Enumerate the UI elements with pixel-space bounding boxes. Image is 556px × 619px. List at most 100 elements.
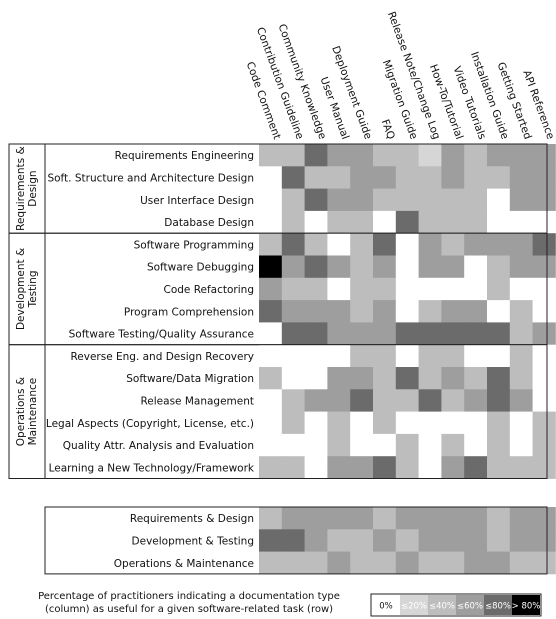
heatmap-cell (441, 507, 465, 530)
heatmap-cell (418, 233, 442, 256)
heatmap-cell (350, 389, 374, 412)
heatmap-cell (304, 255, 328, 279)
heatmap-cell (350, 322, 374, 346)
heatmap-cell (441, 300, 465, 323)
heatmap-cell (304, 322, 328, 346)
heatmap-cell (418, 277, 442, 301)
heatmap-cell (281, 529, 305, 552)
heatmap-cell (532, 322, 556, 346)
heatmap-cell (373, 433, 397, 457)
heatmap-cell (395, 529, 419, 552)
heatmap-cell (464, 507, 488, 530)
heatmap-cell (418, 210, 442, 234)
heatmap-cell (281, 344, 305, 368)
heatmap-cell (464, 322, 488, 346)
heatmap-cell (487, 551, 511, 575)
row-label: Software Testing/Quality Assurance (69, 329, 254, 341)
group-label: Requirements &Design (15, 146, 39, 231)
heatmap-cell (464, 210, 488, 234)
heatmap-cell (350, 456, 374, 479)
heatmap-cell (464, 551, 488, 575)
row-label: Reverse Eng. and Design Recovery (70, 351, 254, 363)
heatmap-cell (259, 188, 283, 212)
row-label: Software Debugging (147, 262, 254, 274)
heatmap-cell (418, 322, 442, 346)
heatmap-cell (350, 551, 374, 575)
heatmap-cell (532, 456, 556, 479)
heatmap-cell (350, 367, 374, 390)
heatmap-cell (532, 233, 556, 256)
heatmap-cell (304, 188, 328, 212)
heatmap-cell (327, 144, 351, 167)
row-label: Development & Testing (132, 535, 254, 547)
heatmap-cell (259, 529, 283, 552)
heatmap-cell (304, 233, 328, 256)
caption-line-1: Percentage of practitioners indicating a… (38, 591, 340, 602)
heatmap-cell (281, 433, 305, 457)
heatmap-cell (350, 529, 374, 552)
heatmap-cell (487, 166, 511, 189)
heatmap-cell (281, 456, 305, 479)
row-label: Requirements & Design (130, 513, 254, 525)
heatmap-cell (532, 210, 556, 234)
heatmap-cell (509, 456, 533, 479)
heatmap-cell (304, 507, 328, 530)
heatmap-cell (304, 344, 328, 368)
heatmap-cell (464, 344, 488, 368)
heatmap-cell (509, 144, 533, 167)
row-label: Program Comprehension (124, 306, 254, 318)
heatmap-cell (259, 456, 283, 479)
heatmap-cell (464, 255, 488, 279)
heatmap-cell (350, 277, 374, 301)
heatmap-cell (373, 210, 397, 234)
row-label: Software/Data Migration (126, 373, 254, 385)
row-label: Software Programming (134, 239, 254, 251)
heatmap-cell (327, 433, 351, 457)
heatmap-cell (395, 367, 419, 390)
heatmap-cell (464, 411, 488, 435)
legend-swatch (484, 595, 512, 615)
heatmap-cell (509, 277, 533, 301)
heatmap-cell (327, 188, 351, 212)
heatmap-cell (395, 507, 419, 530)
legend-label: 0% (379, 602, 393, 612)
heatmap-cell (395, 188, 419, 212)
heatmap-cell (509, 188, 533, 212)
heatmap-cell (532, 507, 556, 530)
row-label: User Interface Design (140, 195, 254, 207)
heatmap-cell (373, 367, 397, 390)
legend-swatch (372, 595, 400, 615)
heatmap-cell (259, 210, 283, 234)
heatmap-cell (373, 188, 397, 212)
heatmap-cell (441, 344, 465, 368)
heatmap-cell (509, 300, 533, 323)
heatmap-cell (418, 389, 442, 412)
heatmap-cell (350, 344, 374, 368)
heatmap-cell (464, 300, 488, 323)
heatmap-cell (509, 322, 533, 346)
heatmap-cell (281, 411, 305, 435)
legend-label: ≤20% (401, 602, 427, 612)
heatmap-cell (395, 433, 419, 457)
heatmap-cell (532, 255, 556, 279)
row-label: Requirements Engineering (115, 150, 254, 162)
heatmap-cell (487, 411, 511, 435)
heatmap-cell (441, 144, 465, 167)
heatmap-cell (350, 210, 374, 234)
row-label: Code Refactoring (163, 284, 254, 296)
heatmap-cell (487, 529, 511, 552)
heatmap-cell (487, 507, 511, 530)
heatmap-cell (418, 367, 442, 390)
heatmap-cell (281, 551, 305, 575)
heatmap-cell (487, 188, 511, 212)
heatmap-cell (304, 551, 328, 575)
heatmap-cell (487, 300, 511, 323)
group-label: Development &Testing (15, 248, 39, 330)
heatmap-cell (418, 344, 442, 368)
group-label-line: Requirements & (15, 146, 27, 231)
heatmap-cell (259, 233, 283, 256)
heatmap-cell (350, 233, 374, 256)
heatmap-cell (487, 344, 511, 368)
heatmap-cell (418, 529, 442, 552)
